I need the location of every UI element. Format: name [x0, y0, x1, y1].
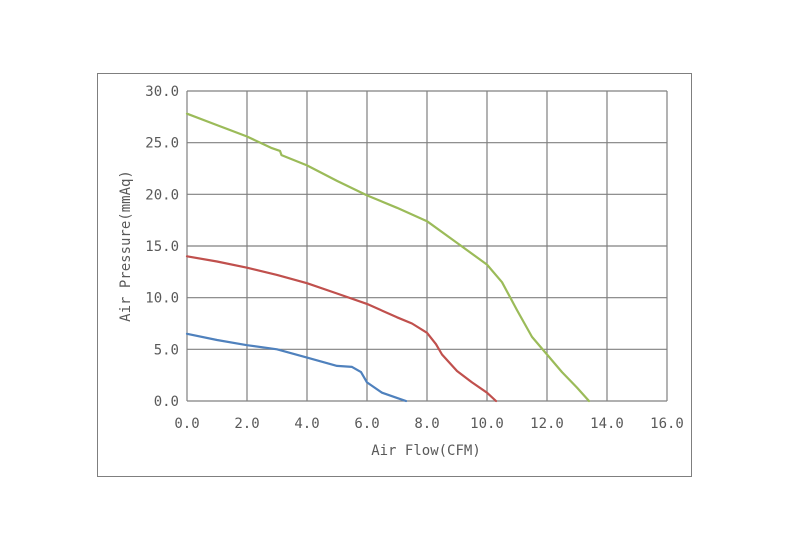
x-tick-label: 8.0 [414, 416, 439, 432]
y-tick-label: 20.0 [145, 187, 179, 203]
x-tick-label: 4.0 [294, 416, 319, 432]
x-tick-label: 0.0 [174, 416, 199, 432]
x-tick-label: 6.0 [354, 416, 379, 432]
y-tick-label: 15.0 [145, 239, 179, 255]
y-tick-label: 5.0 [154, 342, 179, 358]
x-tick-label: 12.0 [530, 416, 564, 432]
x-axis-label: Air Flow(CFM) [371, 443, 481, 459]
y-tick-label: 25.0 [145, 136, 179, 152]
series-group [185, 112, 591, 403]
x-tick-label: 16.0 [650, 416, 684, 432]
series-line-2 [185, 255, 498, 403]
x-tick-label: 2.0 [234, 416, 259, 432]
y-tick-label: 10.0 [145, 291, 179, 307]
series-line-1 [185, 112, 591, 403]
y-tick-labels: 0.0 5.0 10.0 15.0 20.0 25.0 30.0 [145, 84, 179, 410]
chart-frame [97, 73, 692, 477]
x-tick-label: 10.0 [470, 416, 504, 432]
x-tick-labels: 0.0 2.0 4.0 6.0 8.0 10.0 12.0 14.0 16.0 [174, 416, 684, 432]
grid [186, 90, 668, 402]
y-tick-label: 0.0 [154, 394, 179, 410]
series-line-3 [185, 332, 408, 403]
y-tick-label: 30.0 [145, 84, 179, 100]
x-tick-label: 14.0 [590, 416, 624, 432]
y-axis-label: Air Pressure(mmAq) [118, 170, 134, 322]
